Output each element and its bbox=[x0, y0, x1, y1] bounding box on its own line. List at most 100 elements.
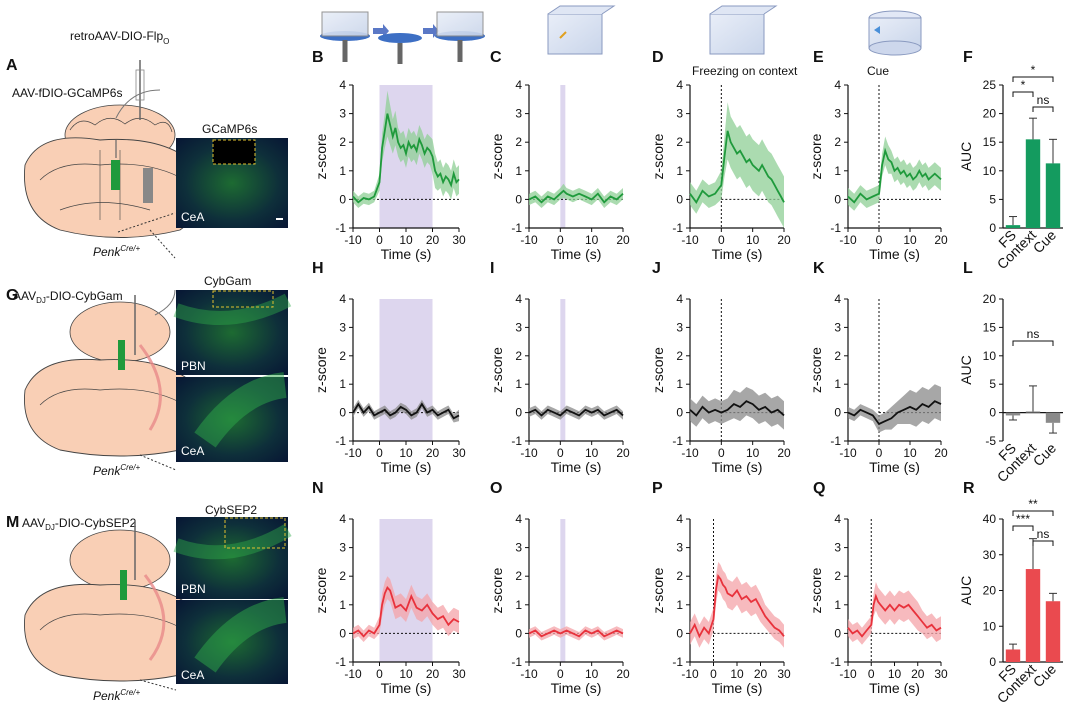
x-tick-label: 20 bbox=[777, 446, 791, 460]
y-tick-label: 2 bbox=[676, 569, 683, 583]
significance-label: ** bbox=[1028, 497, 1038, 511]
category-label: Cue bbox=[1030, 661, 1060, 691]
micrograph-region: CeA bbox=[181, 668, 204, 682]
y-tick-label: 1 bbox=[339, 377, 346, 391]
y-tick-label: -1 bbox=[672, 655, 683, 669]
y-tick-label: 2 bbox=[515, 349, 522, 363]
y-axis-label: z-score bbox=[650, 347, 666, 393]
y-tick-label: 3 bbox=[676, 541, 683, 555]
y-tick-label: 1 bbox=[676, 164, 683, 178]
x-tick-label: 0 bbox=[710, 667, 717, 681]
footshock-box-illustration bbox=[547, 5, 616, 55]
bar bbox=[1045, 163, 1061, 228]
x-tick-label: 20 bbox=[934, 446, 948, 460]
panel-label: D bbox=[652, 49, 664, 66]
y-tick-label: 4 bbox=[339, 292, 346, 306]
bar bbox=[1025, 569, 1041, 662]
micrograph-inset-box bbox=[224, 517, 286, 549]
micrograph-region: CeA bbox=[181, 210, 204, 224]
error-band bbox=[690, 387, 784, 430]
bar bbox=[1025, 411, 1041, 413]
mean-trace bbox=[528, 629, 624, 638]
y-tick-label: 1 bbox=[834, 164, 841, 178]
y-tick-label: 3 bbox=[676, 107, 683, 121]
x-axis-label: Time (s) bbox=[381, 246, 432, 262]
scale-bar bbox=[276, 218, 283, 220]
panel-label: O bbox=[490, 480, 502, 497]
panel-label: G bbox=[6, 287, 18, 304]
mean-trace bbox=[847, 593, 942, 638]
y-tick-label: 1 bbox=[834, 377, 841, 391]
x-axis-label: Time (s) bbox=[551, 459, 602, 475]
mean-trace bbox=[352, 113, 460, 204]
brain-schematic bbox=[24, 520, 203, 691]
x-tick-label: 10 bbox=[903, 446, 917, 460]
micrograph-region: PBN bbox=[181, 582, 206, 596]
panel-label: A bbox=[6, 57, 18, 74]
y-tick-label: 2 bbox=[834, 569, 841, 583]
x-tick-label: 0 bbox=[557, 233, 564, 247]
micrograph-region: CeA bbox=[181, 444, 204, 458]
y-tick-label: 0 bbox=[989, 221, 996, 235]
x-tick-label: -10 bbox=[681, 667, 699, 681]
significance-label: *** bbox=[1016, 512, 1030, 526]
y-tick-label: 4 bbox=[515, 78, 522, 92]
stimulus-shading bbox=[379, 299, 433, 441]
schematic-g: G AAVDJ-DIO-CybGam PenkCre/+ CybGam PBN … bbox=[6, 274, 292, 478]
mouse-label: PenkCre/+ bbox=[93, 244, 140, 259]
y-tick-label: 0 bbox=[339, 406, 346, 420]
error-band bbox=[353, 399, 459, 423]
mouse-label: PenkCre/+ bbox=[93, 463, 140, 478]
mouse-label: PenkCre/+ bbox=[93, 688, 140, 703]
y-tick-label: 5 bbox=[989, 192, 996, 206]
y-axis-label: z-score bbox=[489, 567, 505, 613]
micrograph-title: CybSEP2 bbox=[205, 503, 257, 517]
y-tick-label: 3 bbox=[834, 541, 841, 555]
virus-label: AAV-fDIO-GCaMP6s bbox=[12, 86, 122, 100]
stimulus-shading bbox=[560, 85, 566, 228]
significance-bracket bbox=[1012, 91, 1034, 97]
significance-bracket bbox=[1032, 540, 1054, 546]
significance-label: ns bbox=[1027, 327, 1040, 341]
y-tick-label: -1 bbox=[335, 221, 346, 235]
micrograph-inset-box bbox=[212, 139, 256, 165]
x-axis-label: Time (s) bbox=[712, 459, 763, 475]
error-band bbox=[529, 626, 623, 641]
y-tick-label: 3 bbox=[834, 107, 841, 121]
behavior-illustrations bbox=[320, 5, 922, 64]
x-tick-label: 0 bbox=[718, 233, 725, 247]
y-axis-label: AUC bbox=[958, 576, 974, 606]
y-tick-label: 3 bbox=[834, 320, 841, 334]
panel-label: J bbox=[652, 260, 661, 277]
significance-bracket bbox=[1012, 76, 1054, 82]
y-tick-label: 20 bbox=[983, 107, 997, 121]
y-tick-label: 4 bbox=[515, 292, 522, 306]
y-tick-label: 2 bbox=[515, 569, 522, 583]
error-band bbox=[529, 405, 623, 420]
x-tick-label: 30 bbox=[452, 446, 466, 460]
y-tick-label: 4 bbox=[676, 292, 683, 306]
y-tick-label: 4 bbox=[834, 512, 841, 526]
mean-trace bbox=[847, 400, 942, 426]
panel-label: R bbox=[963, 480, 975, 497]
stimulus-shading bbox=[560, 299, 566, 441]
y-axis-label: z-score bbox=[313, 567, 329, 613]
y-tick-label: 2 bbox=[339, 135, 346, 149]
x-tick-label: 20 bbox=[616, 667, 630, 681]
mean-trace bbox=[352, 585, 460, 638]
micrograph-region: PBN bbox=[181, 359, 206, 373]
bar bbox=[1005, 225, 1021, 228]
x-tick-label: 0 bbox=[557, 667, 564, 681]
y-tick-label: -1 bbox=[335, 655, 346, 669]
panel-label: I bbox=[490, 260, 494, 277]
x-axis-label: Time (s) bbox=[381, 459, 432, 475]
y-tick-label: 2 bbox=[339, 569, 346, 583]
significance-bracket bbox=[1012, 525, 1034, 531]
